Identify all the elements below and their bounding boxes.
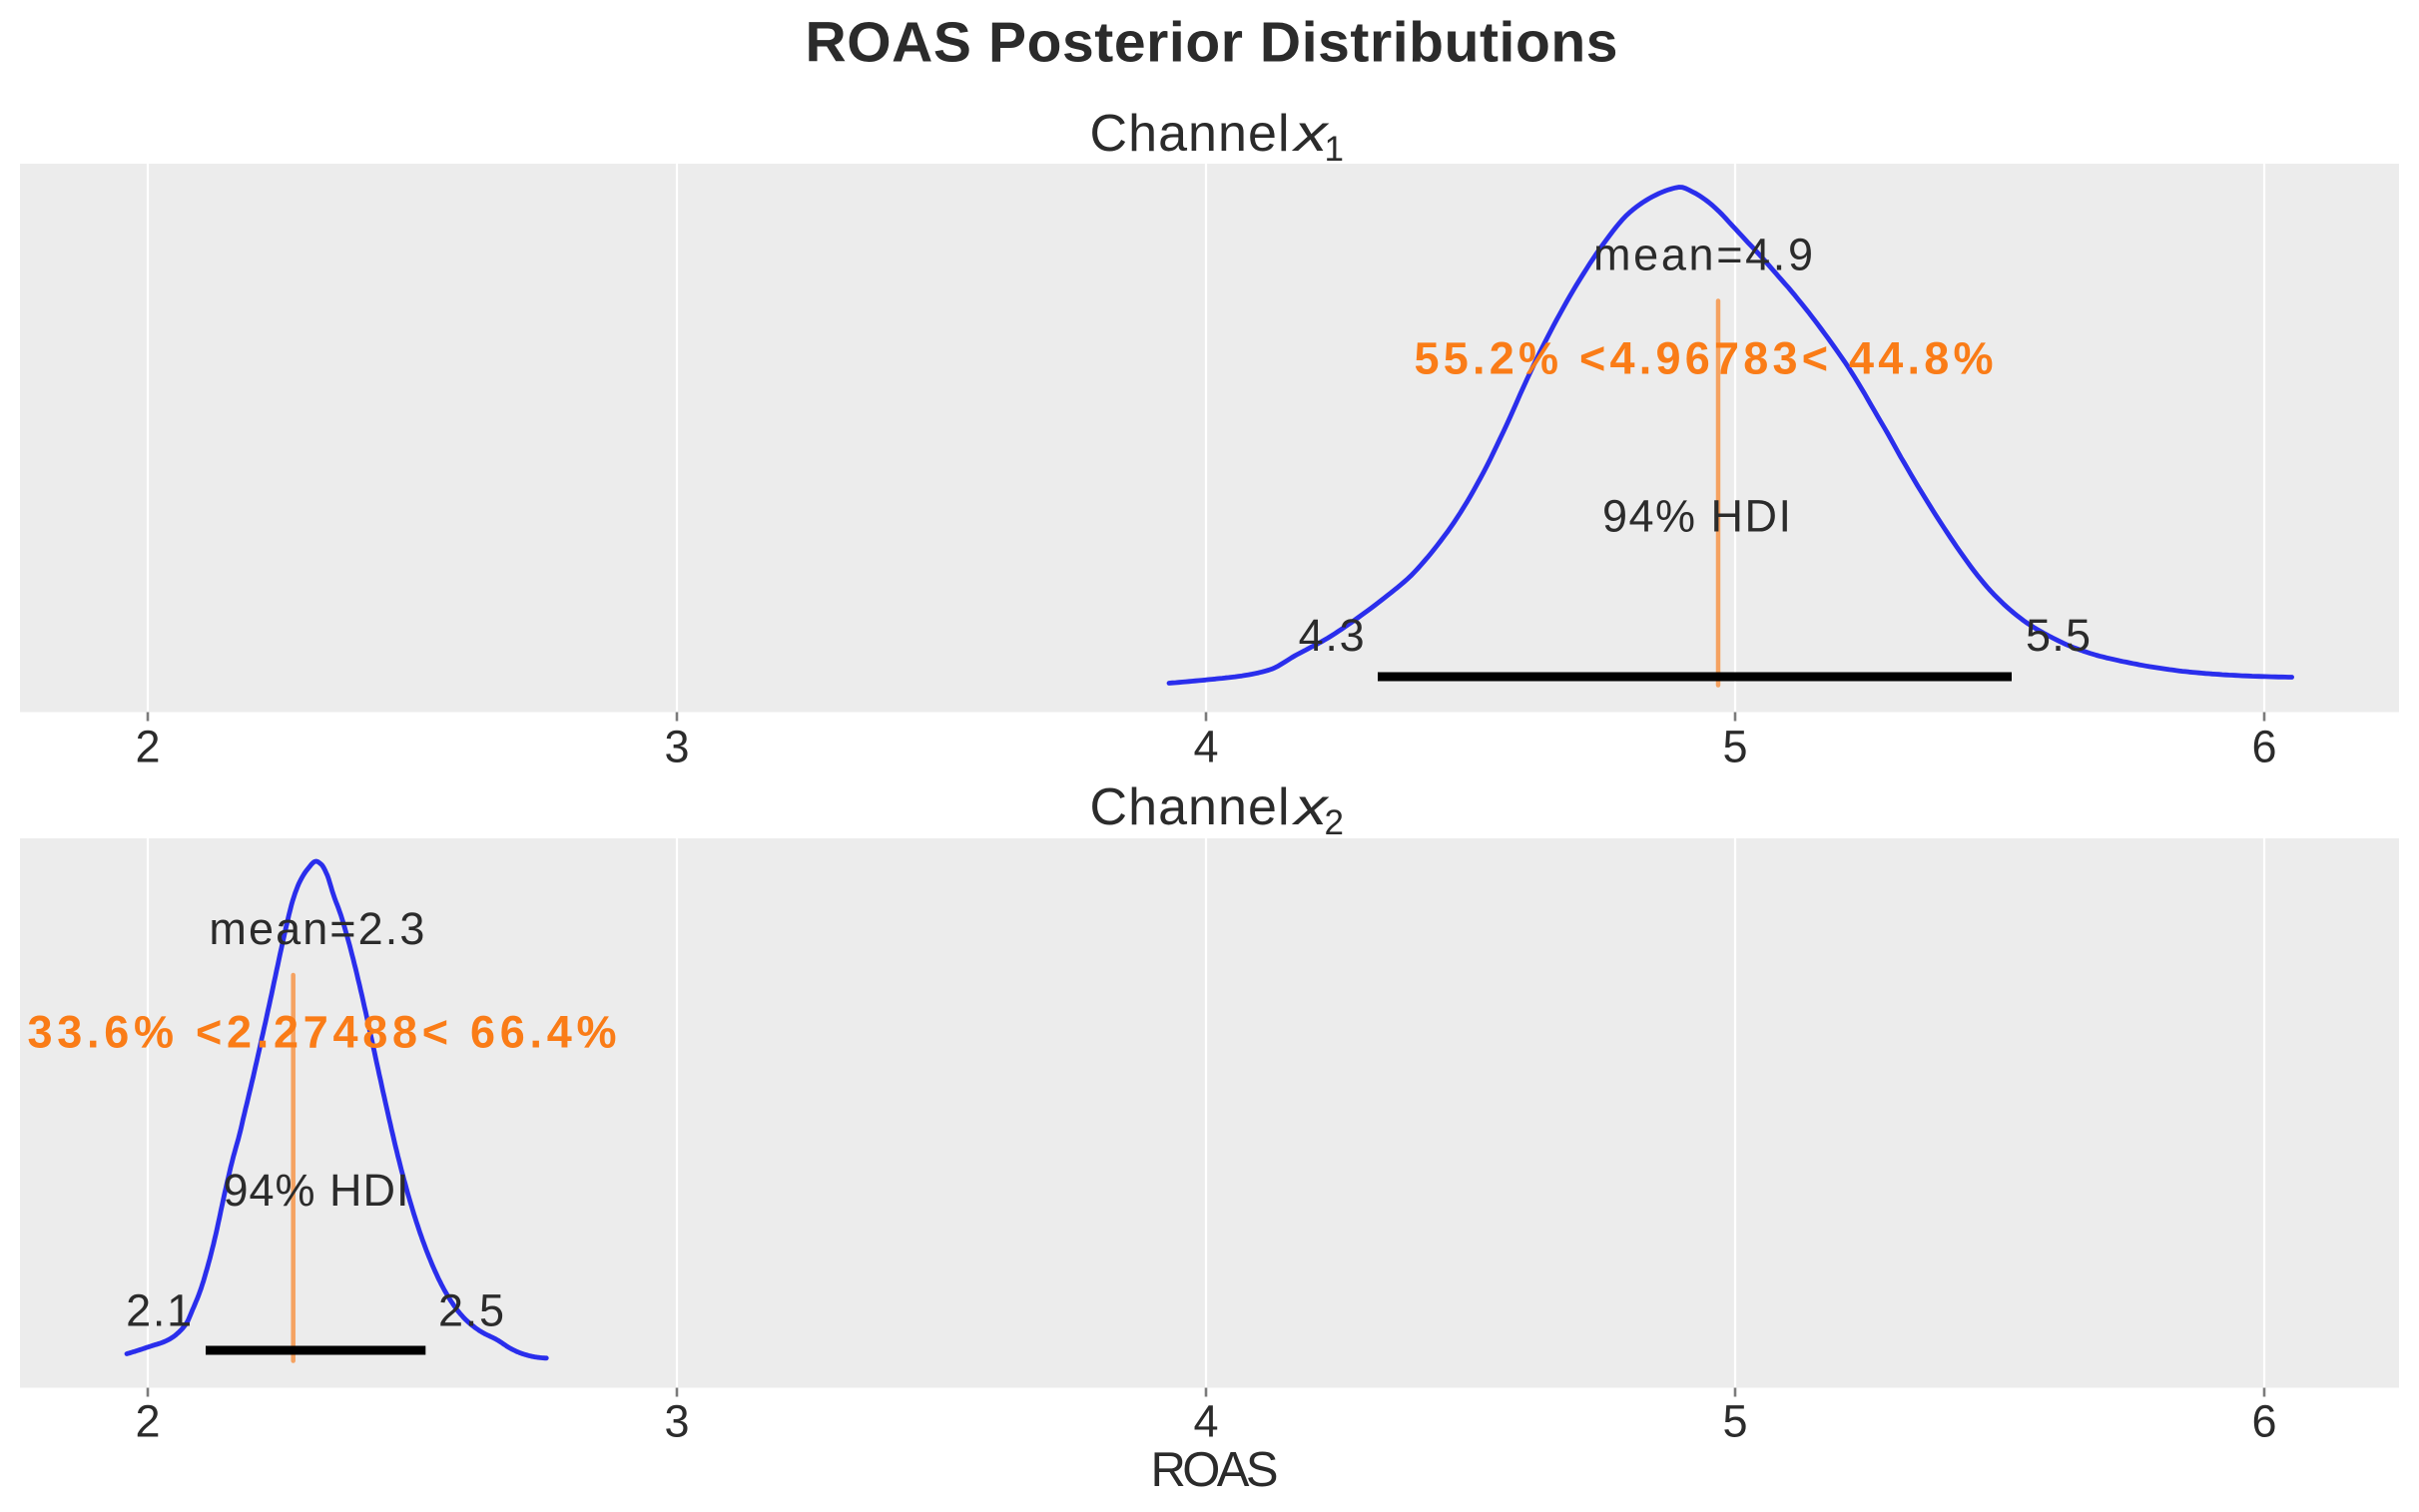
svg-text:ROAS: ROAS bbox=[1151, 1443, 1279, 1497]
svg-text:4.3: 4.3 bbox=[1299, 610, 1365, 661]
svg-text:mean=2.3: mean=2.3 bbox=[209, 903, 424, 954]
svg-text:5.5: 5.5 bbox=[2026, 610, 2091, 661]
svg-text:94% HDI: 94% HDI bbox=[1602, 491, 1791, 542]
svg-text:Channel: Channel bbox=[1090, 778, 1290, 836]
svg-text:6: 6 bbox=[2251, 1396, 2276, 1447]
svg-text:55.2% <4.96783< 44.8%: 55.2% <4.96783< 44.8% bbox=[1415, 333, 1994, 384]
svg-text:2.5: 2.5 bbox=[438, 1285, 504, 1336]
svg-text:x: x bbox=[1291, 778, 1330, 836]
svg-text:1: 1 bbox=[1325, 130, 1344, 169]
svg-text:94% HDI: 94% HDI bbox=[224, 1165, 409, 1216]
svg-text:Channel: Channel bbox=[1090, 105, 1290, 163]
svg-text:2.1: 2.1 bbox=[126, 1285, 192, 1336]
svg-text:4: 4 bbox=[1193, 722, 1218, 772]
svg-text:2: 2 bbox=[135, 1396, 160, 1447]
svg-text:2: 2 bbox=[1325, 803, 1344, 842]
svg-text:3: 3 bbox=[664, 1396, 689, 1447]
svg-text:ROAS Posterior Distributions: ROAS Posterior Distributions bbox=[806, 11, 1618, 75]
svg-text:5: 5 bbox=[1722, 722, 1747, 772]
svg-text:33.6% <2.27488< 66.4%: 33.6% <2.27488< 66.4% bbox=[28, 1007, 617, 1058]
svg-text:3: 3 bbox=[664, 722, 689, 772]
svg-text:2: 2 bbox=[135, 722, 160, 772]
svg-text:mean=4.9: mean=4.9 bbox=[1593, 229, 1813, 279]
svg-text:6: 6 bbox=[2251, 722, 2276, 772]
svg-text:4: 4 bbox=[1193, 1396, 1218, 1447]
svg-text:x: x bbox=[1291, 105, 1330, 163]
svg-text:5: 5 bbox=[1722, 1396, 1747, 1447]
